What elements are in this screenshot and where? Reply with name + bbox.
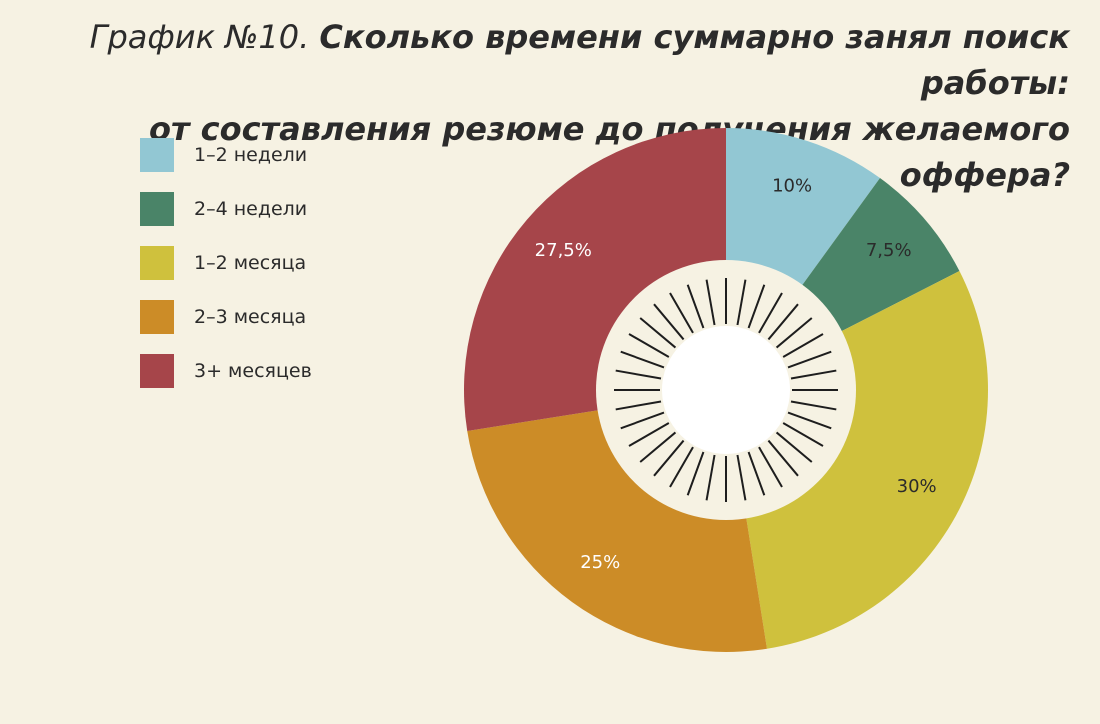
sunburst-ray [639,317,677,349]
sunburst-ray [782,333,824,358]
legend-label: 2–4 недели [194,198,308,220]
sunburst-ray [767,439,799,477]
slice-value-label: 7,5% [866,240,912,261]
sunburst-ray [736,454,747,501]
sunburst-ray [620,350,665,369]
sunburst-ray [669,446,694,488]
sunburst-ray [669,292,694,334]
sunburst-ray [628,422,670,447]
sunburst-ray [758,446,783,488]
sunburst-ray [758,292,783,334]
chart-title-prefix: График №10. [89,18,310,56]
sunburst-center [662,326,790,454]
legend-swatch [140,138,174,172]
sunburst-ray [775,431,813,463]
legend-label: 1–2 недели [194,144,308,166]
sunburst-ray [705,279,716,326]
legend-item: 1–2 недели [140,128,312,182]
slice-value-label: 27,5% [535,240,592,261]
legend-item: 2–3 месяца [140,290,312,344]
legend-swatch [140,192,174,226]
sunburst-ray [767,303,799,341]
sunburst-ray [790,369,837,380]
sunburst-ray [653,303,685,341]
sunburst-ray [686,451,705,496]
slice-value-label: 10% [772,175,812,196]
legend-item: 2–4 недели [140,182,312,236]
legend-item: 3+ месяцев [140,344,312,398]
sunburst-ray [775,317,813,349]
legend-label: 2–3 месяца [194,306,307,328]
sunburst-ray [615,369,662,380]
legend-swatch [140,246,174,280]
sunburst-ray [782,422,824,447]
sunburst-ray [620,411,665,430]
sunburst-ray [653,439,685,477]
slice-value-label: 25% [580,552,620,573]
chart-title: График №10. Сколько времени суммарно зан… [40,14,1070,198]
chart-title-line-1: Сколько времени суммарно занял поиск раб… [319,18,1070,102]
chart-title-line-2: от составления резюме до получения желае… [148,110,1070,194]
legend-label: 3+ месяцев [194,360,312,382]
sunburst-ray [747,284,766,329]
legend-item: 1–2 месяца [140,236,312,290]
sunburst-ray [790,400,837,411]
sunburst-ray [686,284,705,329]
legend-swatch [140,354,174,388]
sunburst-ray [736,279,747,326]
legend: 1–2 недели 2–4 недели 1–2 месяца 2–3 мес… [140,128,312,398]
legend-swatch [140,300,174,334]
sunburst-ray [705,454,716,501]
legend-label: 1–2 месяца [194,252,307,274]
sunburst-ray [787,411,832,430]
sunburst-decoration [614,278,838,502]
sunburst-ray [628,333,670,358]
sunburst-ray [747,451,766,496]
sunburst-ray [639,431,677,463]
sunburst-ray [615,400,662,411]
sunburst-ray [787,350,832,369]
slice-value-label: 30% [897,476,937,497]
